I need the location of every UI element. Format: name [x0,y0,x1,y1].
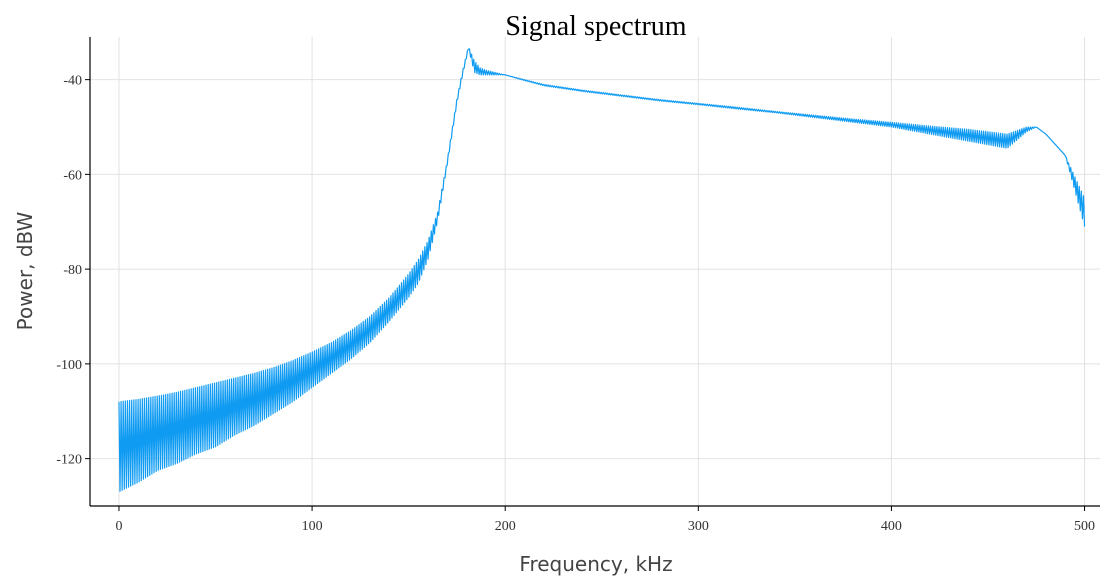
x-tick-label: 500 [1074,519,1095,534]
spectrum-line [118,48,1086,492]
x-tick-label: 0 [115,519,122,534]
axes [89,37,1100,507]
x-tick-label: 200 [495,519,516,534]
y-tick-label: -80 [63,263,82,278]
x-tick-label: 300 [688,519,709,534]
series [118,48,1086,492]
x-tick-label: 400 [881,519,902,534]
chart-title: Signal spectrum [505,11,686,42]
x-tick-label: 100 [302,519,323,534]
y-tick-label: -60 [63,168,82,183]
tick-labels: 0 100 200 300 400 500 -40 -60 -80 -100 -120 [56,74,1095,534]
x-axis-label: Frequency, kHz [519,552,672,576]
y-tick-label: -40 [63,74,82,89]
grid [90,37,1100,506]
y-tick-label: -120 [56,453,82,468]
y-tick-label: -100 [56,358,82,373]
y-axis-label: Power, dBW [13,211,37,330]
